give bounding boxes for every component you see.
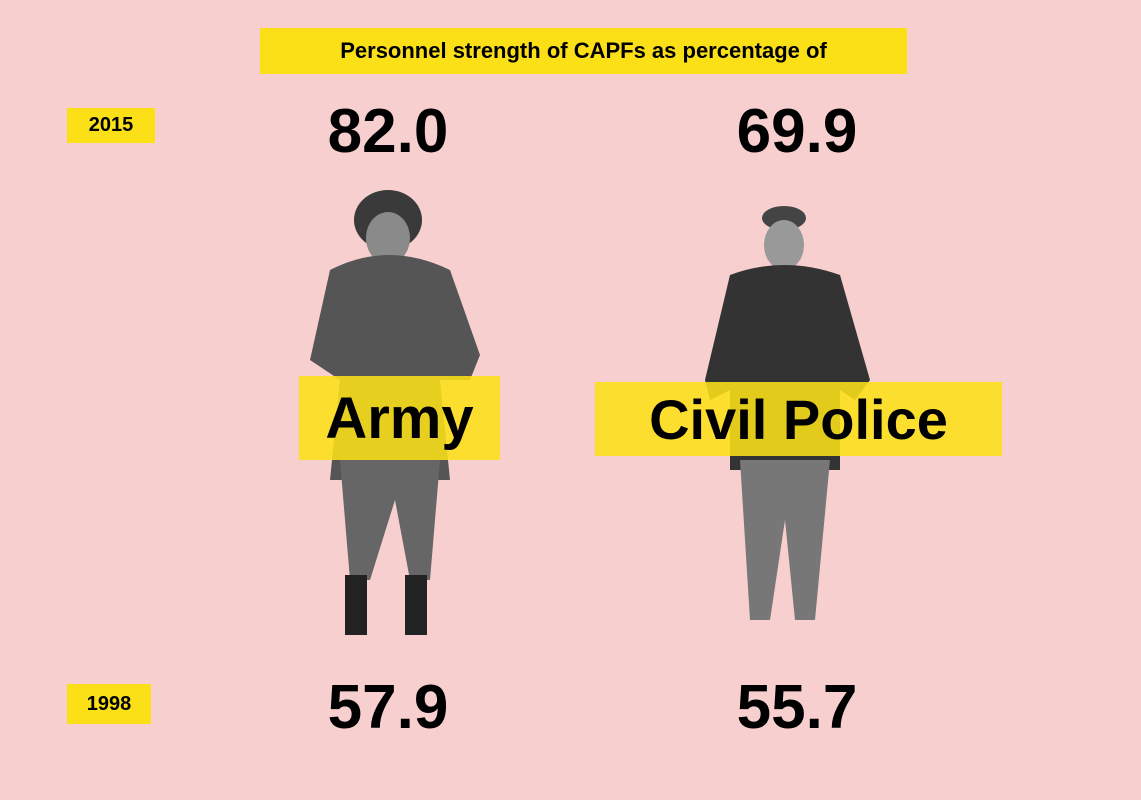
force-label: Army xyxy=(299,376,500,460)
value: 69.9 xyxy=(736,97,858,166)
year-label: 2015 xyxy=(67,108,155,143)
value: 82.0 xyxy=(327,97,449,166)
value: 57.9 xyxy=(327,673,449,742)
year-label: 1998 xyxy=(67,684,151,724)
force-label: Civil Police xyxy=(595,382,1002,456)
title: Personnel strength of CAPFs as percentag… xyxy=(260,28,907,74)
value: 55.7 xyxy=(736,673,858,742)
